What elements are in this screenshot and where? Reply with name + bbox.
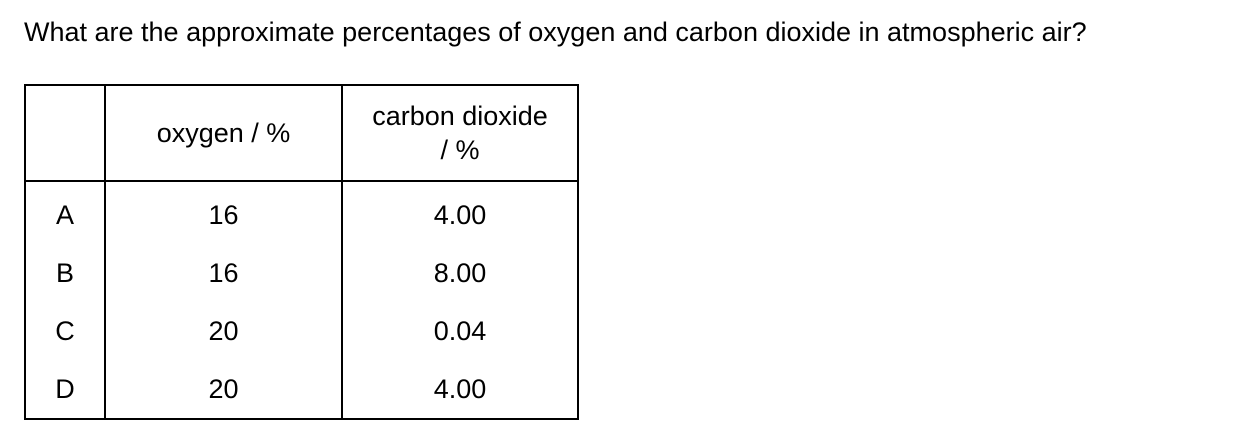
option-letter-d: D — [25, 360, 106, 419]
header-oxygen: oxygen / % — [105, 85, 343, 182]
table-row: A 16 4.00 — [25, 181, 578, 244]
header-carbon-dioxide: carbon dioxide / % — [342, 85, 578, 182]
oxygen-value: 16 — [105, 244, 343, 302]
carbon-dioxide-value: 0.04 — [433, 316, 487, 346]
option-letter-b: B — [25, 244, 106, 302]
table-row: C 20 0.04 — [25, 302, 578, 360]
oxygen-value: 16 — [105, 181, 343, 244]
carbon-dioxide-value: 4.00 — [433, 200, 487, 230]
table-row: B 16 8.00 — [25, 244, 578, 302]
header-carbon-dioxide-line1: carbon dioxide — [372, 101, 548, 131]
header-letter-cell — [25, 85, 106, 182]
oxygen-value: 20 — [105, 360, 343, 419]
question-text: What are the approximate percentages of … — [24, 17, 1087, 47]
answer-options-table: oxygen / % carbon dioxide / % A 16 4.00 … — [24, 84, 579, 420]
carbon-dioxide-value: 8.00 — [433, 258, 487, 288]
oxygen-value: 20 — [105, 302, 343, 360]
carbon-dioxide-value: 4.00 — [433, 374, 487, 404]
header-carbon-dioxide-line2: / % — [440, 135, 480, 165]
table-header-row: oxygen / % carbon dioxide / % — [25, 85, 578, 182]
option-letter-c: C — [25, 302, 106, 360]
option-letter-a: A — [25, 181, 106, 244]
table-row: D 20 4.00 — [25, 360, 578, 419]
